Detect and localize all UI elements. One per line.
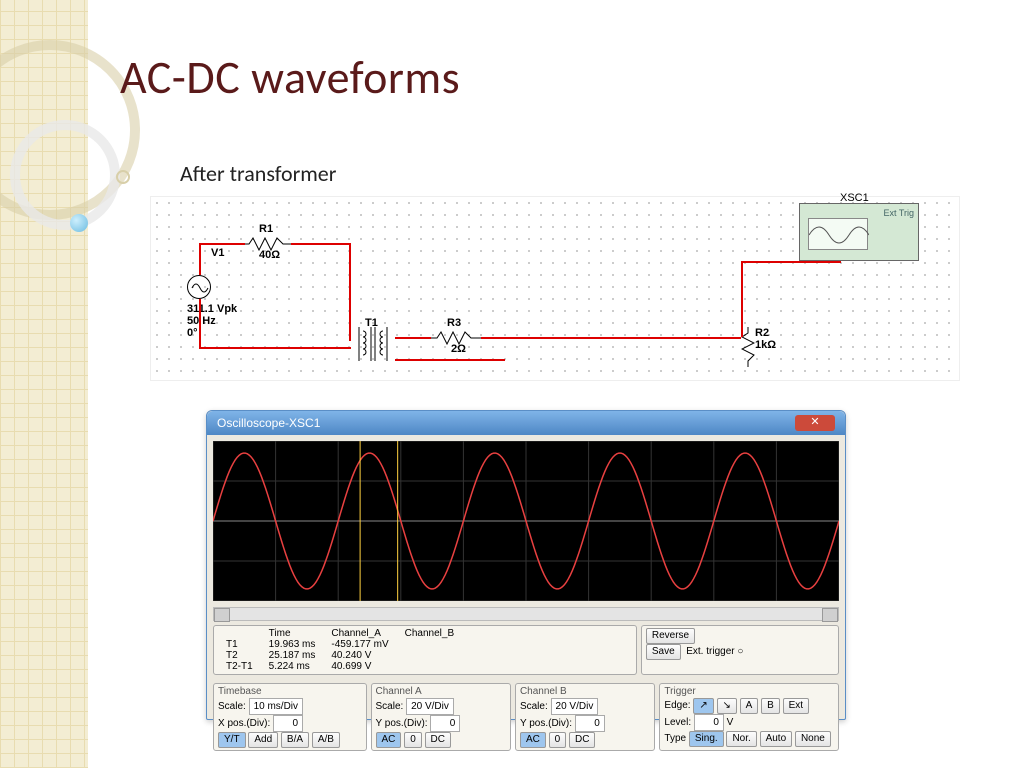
slide-title: AC-DC waveforms (120, 50, 460, 106)
ac-source-icon (187, 275, 211, 299)
chb-ypos[interactable]: 0 (575, 715, 605, 732)
oscope-screen (213, 441, 839, 601)
v1-name: V1 (211, 247, 224, 259)
mode-nor.[interactable]: Nor. (726, 731, 756, 747)
mode-↗[interactable]: ↗ (693, 698, 713, 714)
timebase-panel: Timebase Scale: 10 ms/Div X pos.(Div): 0… (213, 683, 367, 751)
save-button[interactable]: Save (646, 644, 681, 660)
cha-ypos[interactable]: 0 (430, 715, 460, 732)
mode-b[interactable]: B (761, 698, 780, 714)
cha-scale[interactable]: 20 V/Div (406, 698, 454, 715)
mode-auto[interactable]: Auto (760, 731, 793, 747)
reverse-button[interactable]: Reverse (646, 628, 695, 644)
v1-phase: 0° (187, 327, 198, 339)
row-t1: T1 (218, 639, 261, 650)
mode-0[interactable]: 0 (549, 732, 567, 748)
timebase-xpos[interactable]: 0 (273, 715, 303, 732)
oscope-title: Oscilloscope-XSC1 (217, 416, 320, 430)
measure-panel: Time Channel_A Channel_B T1 19.963 ms -4… (213, 625, 637, 675)
trigger-panel: Trigger Edge: ↗ ↘ A B Ext Level: 0 V Typ… (659, 683, 839, 751)
row-t2: T2 (218, 650, 261, 661)
r3-val: 2Ω (451, 343, 466, 355)
slide-subtitle: After transformer (180, 160, 336, 187)
mode-ext[interactable]: Ext (783, 698, 809, 714)
mode-a[interactable]: A (740, 698, 759, 714)
deco-ring-small (10, 120, 120, 230)
v1-vpk: 311.1 Vpk (187, 303, 237, 315)
col-cha: Channel_A (323, 628, 396, 639)
trigger-level[interactable]: 0 (694, 714, 724, 731)
save-panel: Reverse Save Ext. trigger ○ (641, 625, 839, 675)
mode-dc[interactable]: DC (425, 732, 451, 748)
oscope-titlebar[interactable]: Oscilloscope-XSC1 ✕ (207, 411, 845, 435)
close-icon[interactable]: ✕ (795, 415, 835, 431)
channel-a-panel: Channel A Scale: 20 V/Div Y pos.(Div): 0… (371, 683, 511, 751)
circuit-schematic: XSC1 Ext Trig V1 311.1 Vpk 50 Hz 0° R1 4… (150, 196, 960, 381)
r2-val: 1kΩ (755, 339, 776, 351)
chb-scale[interactable]: 20 V/Div (551, 698, 599, 715)
oscilloscope-window: Oscilloscope-XSC1 ✕ Time Channel_A Chann… (206, 410, 846, 720)
scope-mini-screen (808, 218, 868, 250)
col-chb: Channel_B (397, 628, 462, 639)
mode-ac[interactable]: AC (376, 732, 402, 748)
scope-instrument: XSC1 Ext Trig (799, 203, 919, 261)
r1-val: 40Ω (259, 249, 280, 261)
r1-name: R1 (259, 223, 273, 235)
mode-sing.[interactable]: Sing. (689, 731, 724, 747)
mode-ac[interactable]: AC (520, 732, 546, 748)
mode-0[interactable]: 0 (404, 732, 422, 748)
timebase-scale[interactable]: 10 ms/Div (249, 698, 303, 715)
channel-b-panel: Channel B Scale: 20 V/Div Y pos.(Div): 0… (515, 683, 655, 751)
bullet-icon (116, 170, 130, 184)
mode-↘[interactable]: ↘ (717, 698, 737, 714)
r2-name: R2 (755, 327, 769, 339)
scope-label: XSC1 (840, 192, 869, 204)
transformer-icon (351, 327, 395, 361)
mode-none[interactable]: None (795, 731, 831, 747)
mode-add[interactable]: Add (248, 732, 278, 748)
row-dt: T2-T1 (218, 661, 261, 672)
oscope-scrollbar[interactable] (213, 607, 839, 621)
r3-name: R3 (447, 317, 461, 329)
scope-ext-label: Ext Trig (883, 208, 914, 218)
mode-dc[interactable]: DC (569, 732, 595, 748)
ext-trigger-label: Ext. trigger (686, 646, 734, 657)
mode-b/a[interactable]: B/A (281, 732, 309, 748)
col-time: Time (261, 628, 324, 639)
mode-y/t[interactable]: Y/T (218, 732, 246, 748)
mode-a/b[interactable]: A/B (312, 732, 340, 748)
deco-bead (70, 214, 88, 232)
v1-freq: 50 Hz (187, 315, 216, 327)
